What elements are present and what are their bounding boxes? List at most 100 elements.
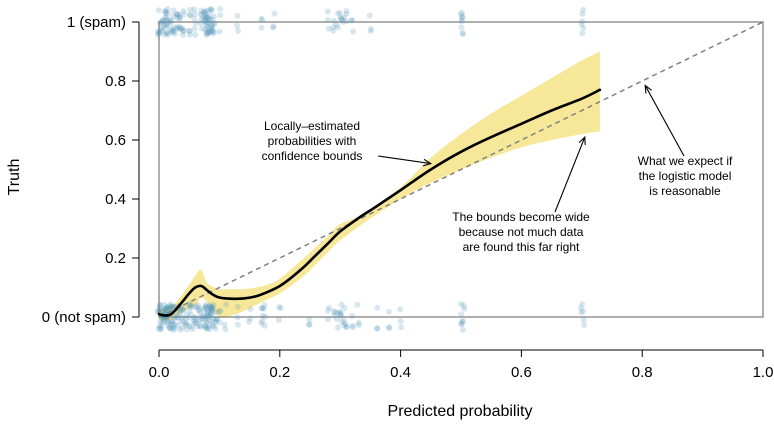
spam-point (270, 24, 276, 31)
not-spam-point (166, 324, 173, 331)
y-tick-label: 0.8 (105, 73, 126, 90)
spam-point (156, 19, 163, 26)
not-spam-point (385, 325, 392, 332)
spam-point (208, 6, 215, 13)
spam-point (172, 24, 178, 31)
spam-point (204, 14, 211, 21)
not-spam-point (374, 304, 381, 311)
not-spam-point (188, 302, 195, 309)
spam-point (579, 30, 586, 37)
not-spam-point (261, 302, 268, 308)
not-spam-point (213, 309, 220, 315)
not-spam-point (208, 304, 215, 310)
not-spam-point (210, 302, 217, 308)
spam-point (203, 14, 210, 21)
not-spam-point (259, 305, 265, 312)
not-spam-point (348, 312, 355, 319)
annotation-2-line: are found this far right (463, 240, 580, 254)
spam-point (198, 16, 205, 23)
spam-point (180, 31, 186, 38)
not-spam-point (162, 315, 169, 322)
spam-point (165, 10, 171, 17)
spam-point (162, 10, 169, 17)
not-spam-point (201, 322, 208, 329)
spam-point (170, 13, 177, 20)
spam-point (170, 7, 177, 14)
spam-point (177, 25, 184, 32)
spam-point (155, 31, 162, 38)
not-spam-point (172, 325, 178, 332)
not-spam-point (343, 324, 350, 331)
not-spam-point (221, 321, 228, 328)
not-spam-point (164, 321, 171, 328)
not-spam-point (161, 307, 168, 313)
spam-point (168, 18, 175, 25)
not-spam-point (205, 316, 211, 322)
spam-point (208, 22, 215, 29)
spam-point (348, 17, 355, 24)
not-spam-point (176, 311, 183, 318)
spam-point (191, 15, 198, 22)
not-spam-point (209, 316, 216, 323)
not-spam-point (461, 305, 468, 312)
spam-point (459, 30, 466, 37)
spam-point (348, 17, 355, 24)
confidence-band (159, 51, 600, 321)
not-spam-point (171, 321, 178, 328)
confidence-band-layer (159, 51, 600, 321)
not-spam-point (183, 311, 190, 318)
not-spam-point (212, 325, 219, 332)
spam-point (187, 6, 194, 13)
spam-point (579, 18, 586, 25)
spam-point (340, 14, 347, 21)
not-spam-point (223, 301, 229, 308)
spam-point (206, 28, 213, 35)
spam-point (337, 15, 344, 22)
not-spam-point (166, 302, 173, 309)
not-spam-point (330, 308, 337, 315)
not-spam-point (173, 314, 180, 321)
spam-point (458, 9, 465, 16)
not-spam-point (340, 317, 347, 324)
not-spam-point (459, 318, 466, 325)
spam-point (333, 21, 340, 28)
plot-box (158, 21, 764, 318)
not-spam-point (208, 304, 214, 310)
not-spam-point (170, 327, 176, 333)
not-spam-point (386, 324, 393, 331)
not-spam-point (186, 323, 193, 330)
not-spam-point (157, 323, 164, 330)
spam-point (339, 16, 346, 23)
spam-point (159, 28, 165, 35)
spam-point (216, 28, 223, 35)
spam-point (579, 10, 586, 17)
not-spam-point (458, 320, 465, 327)
spam-point (192, 10, 198, 17)
annotation-3-line: What we expect if (638, 154, 733, 168)
spam-point (211, 20, 218, 27)
not-spam-point (206, 304, 213, 311)
spam-point (217, 12, 224, 19)
spam-point (167, 20, 174, 27)
x-tick-label: 0.0 (149, 364, 170, 381)
spam-point (204, 7, 211, 14)
spam-point (162, 15, 169, 22)
not-spam-point (165, 318, 172, 325)
spam-point (258, 24, 265, 31)
spam-point (325, 16, 331, 23)
x-tick-label: 0.8 (632, 364, 653, 381)
spam-point (164, 17, 171, 24)
axes-layer: 0.0 0.2 0.4 0.6 0.8 1.0 0 (not spam) 0.2 0.4 0.6 0… (42, 14, 774, 381)
spam-point (211, 20, 217, 27)
not-spam-point (190, 317, 197, 324)
not-spam-point (342, 320, 349, 327)
spam-point (174, 11, 181, 18)
not-spam-point (200, 305, 207, 312)
spam-point (458, 18, 465, 25)
not-spam-point (204, 313, 211, 320)
not-spam-point (206, 302, 213, 309)
not-spam-point (186, 301, 193, 307)
spam-point (330, 24, 337, 31)
not-spam-point (170, 324, 177, 331)
